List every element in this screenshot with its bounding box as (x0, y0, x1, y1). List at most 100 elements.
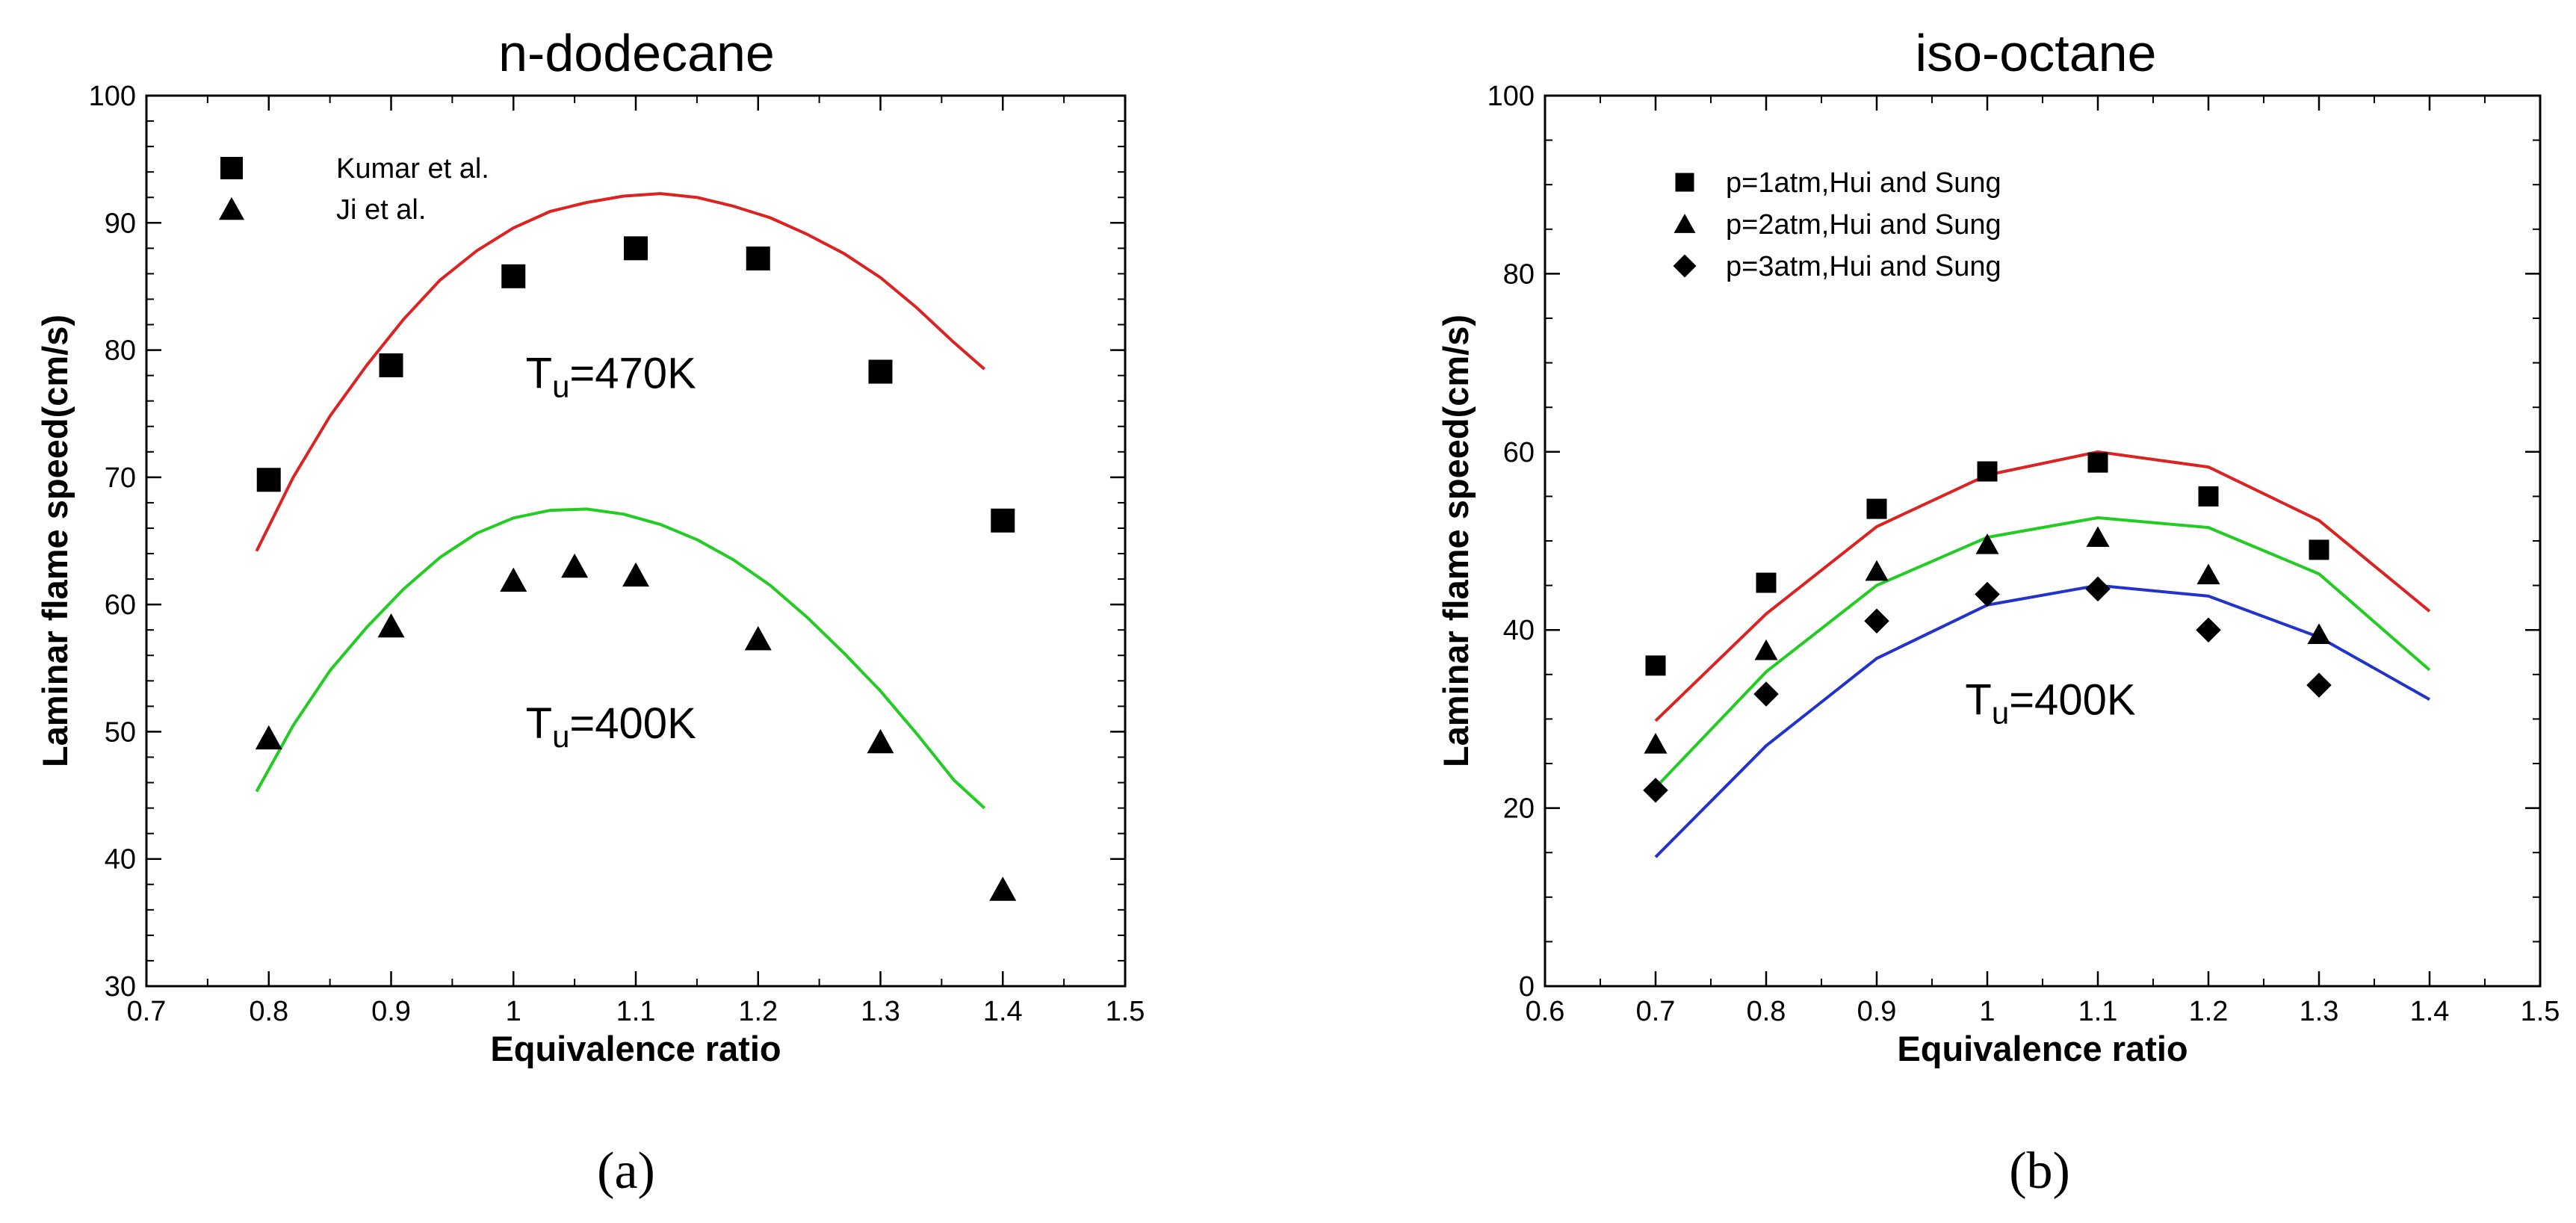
series-line-0 (255, 192, 986, 552)
data-point-square (746, 246, 770, 270)
x-tick-label: 0.7 (1636, 996, 1676, 1027)
series-line-1 (255, 507, 986, 810)
legend-label: Ji et al. (336, 194, 426, 226)
data-point-square (2198, 486, 2219, 507)
data-point-square (868, 359, 893, 384)
data-point-triangle (255, 725, 282, 750)
annotation-subscript: u (1992, 695, 2009, 730)
data-point-triangle (2307, 623, 2331, 644)
caption-b: (b) (2009, 1142, 2070, 1200)
x-tick-label: 0.9 (371, 996, 411, 1027)
legend-label: p=1atm,Hui and Sung (1726, 167, 2001, 199)
y-tick-label: 0 (1519, 971, 1535, 1003)
x-tick-label: 0.8 (1747, 996, 1786, 1027)
data-point-square (2309, 539, 2329, 560)
y-tick-label: 40 (105, 844, 136, 876)
data-point-diamond (2085, 576, 2111, 602)
y-tick-label: 100 (1487, 81, 1535, 112)
annotation-main: T (1965, 675, 1991, 724)
x-tick-label: 1 (506, 996, 521, 1027)
y-tick-label: 30 (105, 971, 136, 1003)
data-point-triangle (561, 553, 589, 578)
legend-marker-triangle (1674, 214, 1696, 233)
legend-label: p=2atm,Hui and Sung (1726, 209, 2001, 241)
data-point-triangle (2086, 526, 2110, 548)
annotation-rest: =400K (569, 699, 696, 748)
annotation-label: Tu=400K (526, 699, 696, 754)
x-tick-label: 1.2 (738, 996, 778, 1027)
data-point-triangle (377, 613, 405, 638)
data-point-triangle (744, 625, 772, 651)
x-axis-label: Equivalence ratio (490, 1029, 781, 1068)
y-tick-label: 50 (105, 716, 136, 748)
annotation-label: Tu=400K (1965, 675, 2135, 730)
x-tick-label: 0.7 (127, 996, 167, 1027)
data-point-square (1866, 498, 1887, 519)
x-tick-label: 1 (1979, 996, 1995, 1027)
y-tick-label: 60 (105, 589, 136, 621)
x-tick-label: 1.2 (2189, 996, 2229, 1027)
y-tick-label: 60 (1503, 437, 1535, 468)
series-line-0 (1654, 450, 2431, 722)
legend-label: p=3atm,Hui and Sung (1726, 251, 2001, 282)
legend-marker-square (220, 157, 243, 179)
y-tick-label: 80 (105, 335, 136, 367)
chart-title: n-dodecane (498, 24, 775, 82)
data-point-diamond (1643, 778, 1668, 803)
data-point-square (1645, 655, 1666, 676)
chart-title: iso-octane (1916, 24, 2157, 82)
data-point-triangle (622, 562, 649, 587)
data-point-diamond (1975, 581, 2000, 607)
annotation-subscript: u (552, 369, 569, 404)
y-axis-label: Laminar flame speed(cm/s) (1436, 315, 1476, 767)
y-tick-label: 80 (1503, 258, 1535, 290)
annotation-label: Tu=470K (526, 350, 696, 404)
chart-panel-b: iso-octane 0.6 0.7 0.8 0.9 1 1.1 1.2 1.3 1.4 1.5 0 2… (1436, 24, 2560, 1068)
data-point-square (1756, 572, 1777, 593)
series-line-1 (1654, 516, 2431, 789)
data-point-triangle (1975, 533, 1999, 554)
data-point-square (379, 353, 403, 378)
data-point-square (501, 264, 526, 288)
x-tick-label: 0.8 (249, 996, 288, 1027)
x-tick-label: 1.4 (983, 996, 1023, 1027)
x-tick-label: 0.9 (1857, 996, 1897, 1027)
data-point-diamond (2306, 672, 2332, 698)
data-point-diamond (1864, 608, 1889, 634)
y-tick-label: 100 (89, 81, 136, 112)
x-axis-label: Equivalence ratio (1897, 1029, 2188, 1068)
data-point-triangle (2196, 563, 2220, 585)
x-tick-label: 0.6 (1526, 996, 1565, 1027)
x-tick-label: 1.3 (861, 996, 900, 1027)
annotation-rest: =400K (2009, 675, 2136, 724)
data-point-diamond (2196, 617, 2221, 643)
annotation-main: T (526, 350, 552, 398)
series-line-2 (1654, 583, 2430, 858)
x-tick-label: 1.3 (2300, 996, 2339, 1027)
y-tick-label: 20 (1503, 793, 1535, 825)
plot-frame (145, 94, 1127, 988)
legend-marker-diamond (1673, 254, 1697, 278)
data-point-triangle (989, 876, 1017, 901)
plot-frame (1544, 94, 2542, 988)
data-point-square (1977, 461, 1998, 482)
legend-marker-square (1675, 173, 1694, 192)
data-point-square (991, 508, 1015, 533)
y-axis-label: Laminar flame speed(cm/s) (35, 315, 75, 767)
annotation-rest: =470K (569, 350, 696, 398)
x-tick-label: 1.1 (616, 996, 656, 1027)
legend-label: Kumar et al. (336, 153, 489, 185)
y-tick-label: 40 (1503, 615, 1535, 646)
data-point-triangle (1644, 732, 1668, 754)
legend-marker-triangle (219, 196, 244, 220)
annotation-main: T (526, 699, 552, 748)
data-point-square (256, 468, 281, 492)
x-tick-label: 1.4 (2410, 996, 2450, 1027)
data-point-square (2087, 452, 2108, 473)
caption-a: (a) (597, 1142, 655, 1200)
data-point-triangle (867, 728, 894, 754)
data-point-diamond (1753, 681, 1779, 707)
data-point-square (624, 236, 648, 261)
annotation-subscript: u (552, 719, 569, 754)
